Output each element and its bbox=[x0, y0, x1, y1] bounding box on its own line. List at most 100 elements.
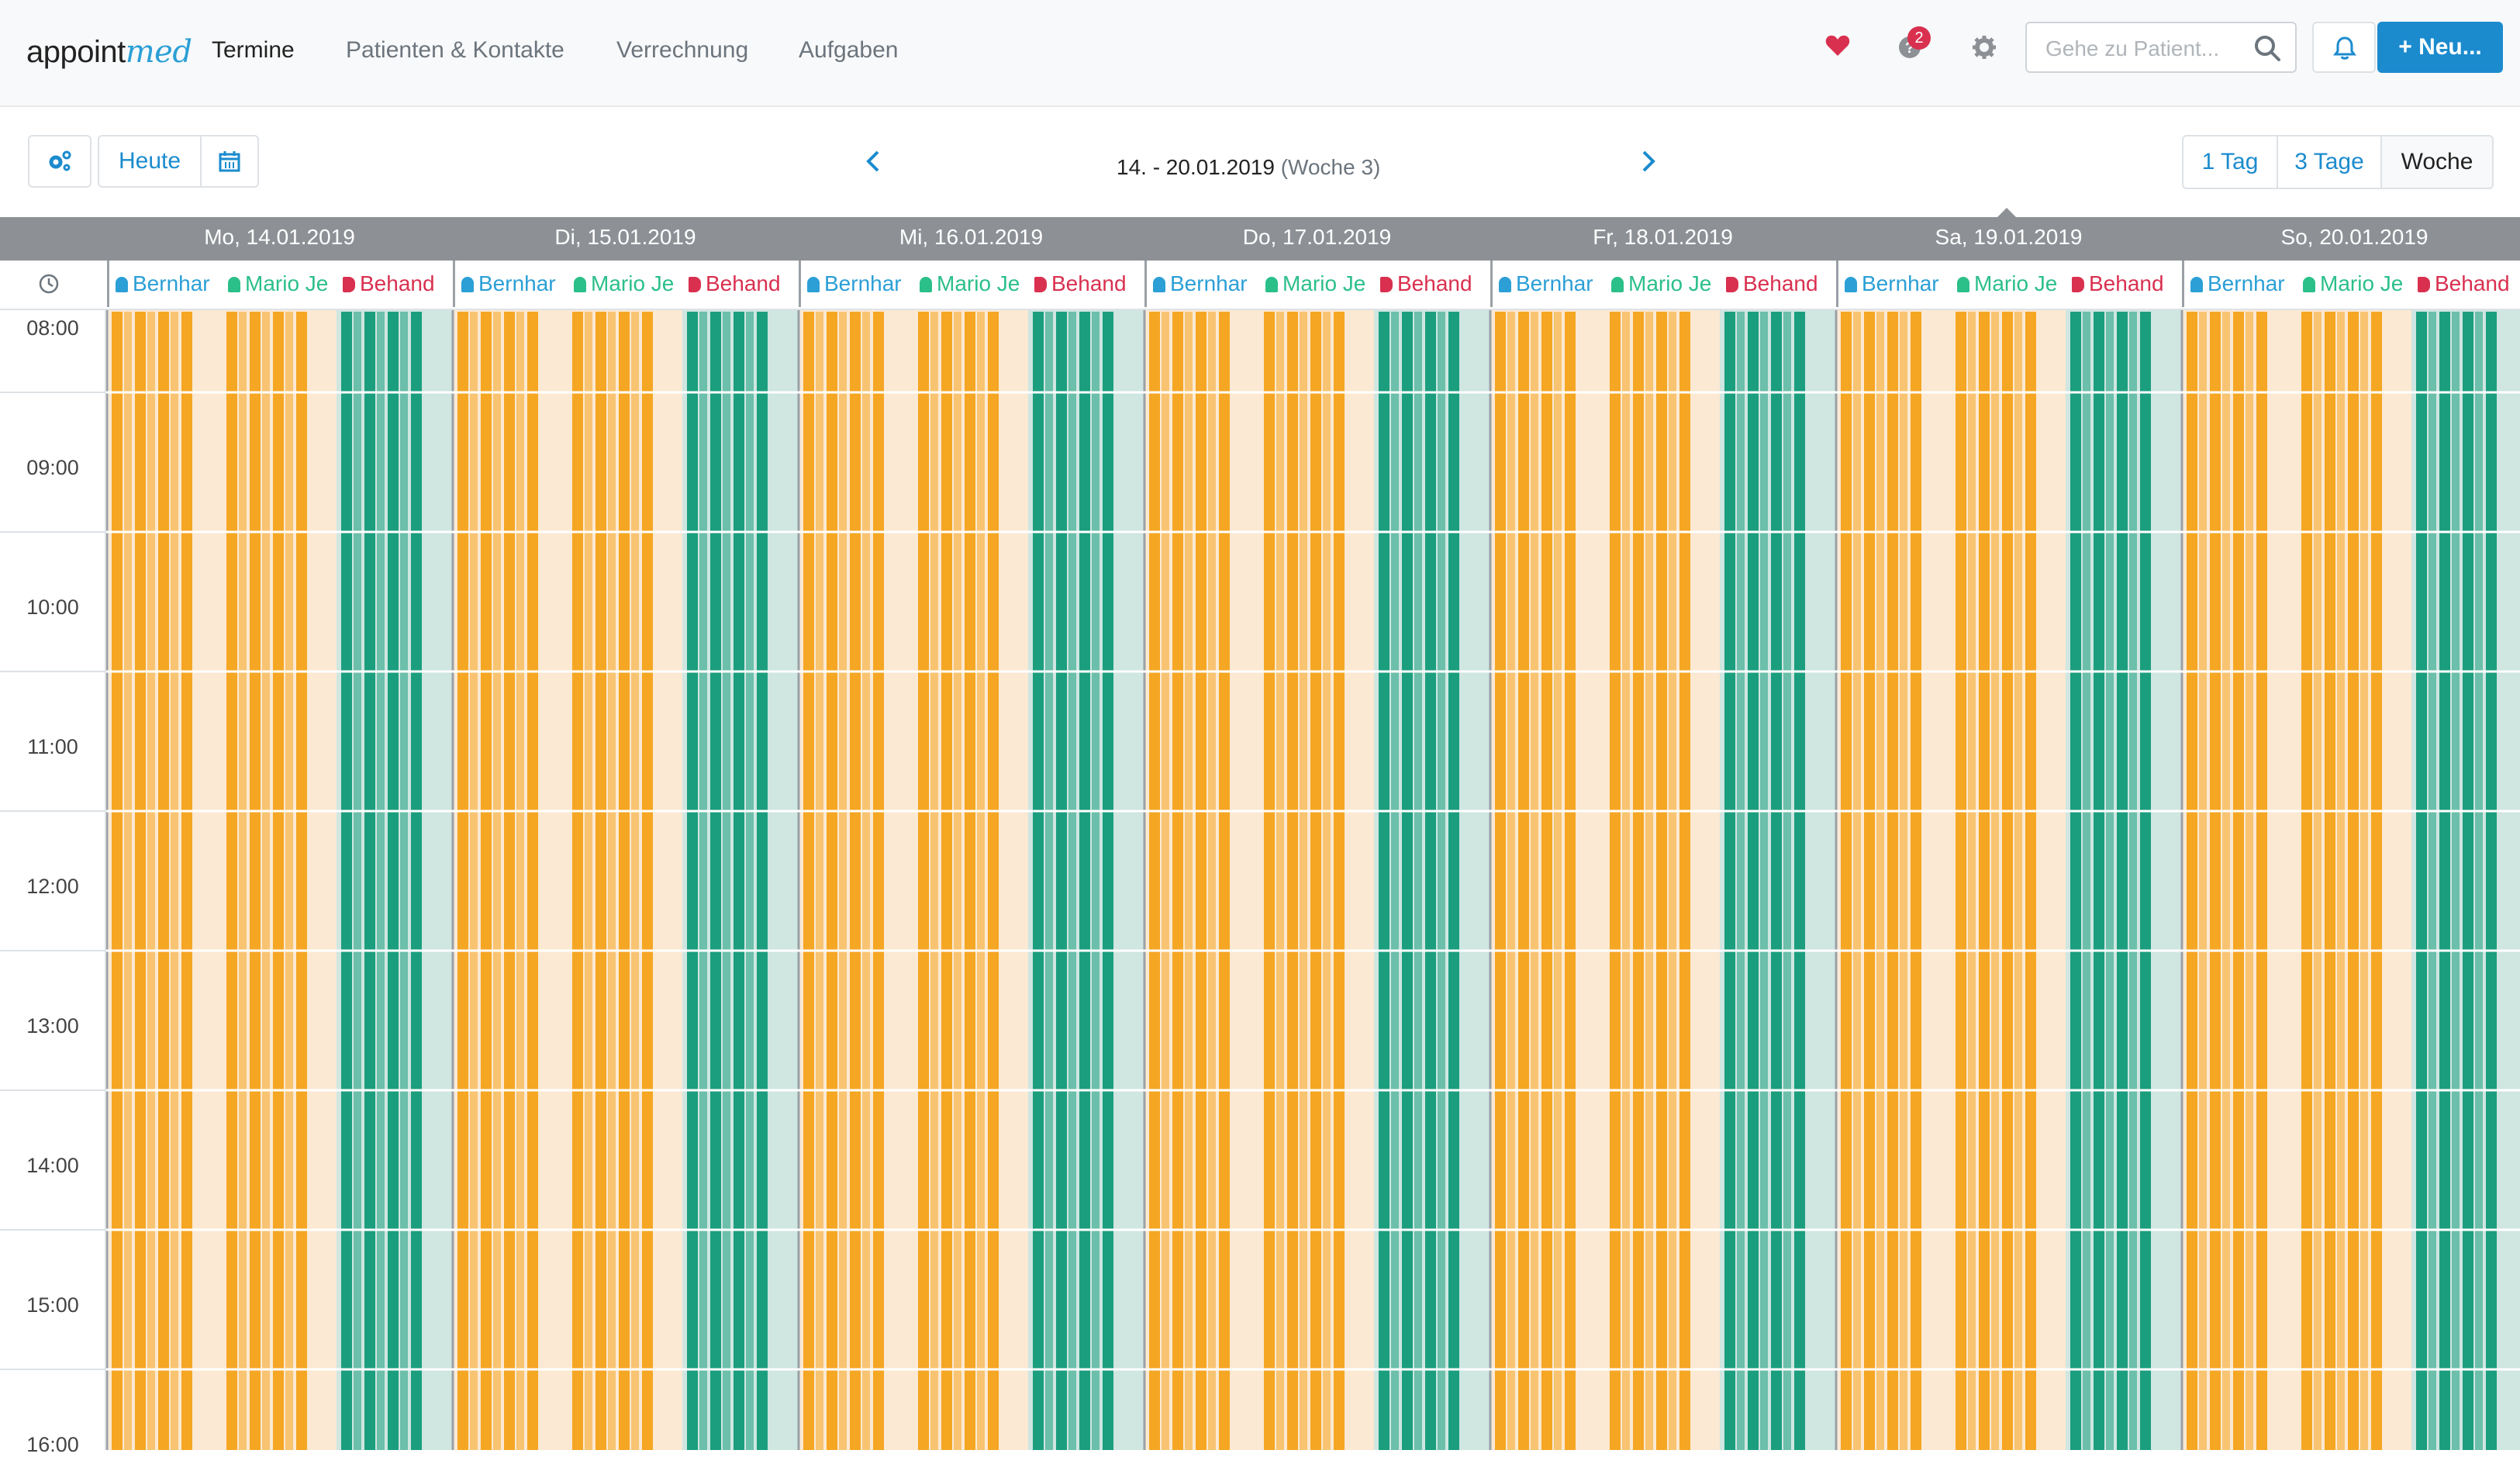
appointment-stripe[interactable] bbox=[918, 312, 929, 1450]
appointment-stripe[interactable] bbox=[239, 312, 247, 1450]
appointment-stripe[interactable] bbox=[1079, 312, 1090, 1450]
appointment-stripe[interactable] bbox=[1287, 312, 1298, 1450]
resource-header-therapist[interactable]: Mario Je bbox=[1259, 261, 1374, 307]
appointment-stripe[interactable] bbox=[954, 312, 961, 1450]
appointment-stripe[interactable] bbox=[1149, 312, 1160, 1450]
appointment-stripe[interactable] bbox=[1737, 312, 1745, 1450]
appointment-stripe[interactable] bbox=[1748, 312, 1759, 1450]
appointment-stripe[interactable] bbox=[1911, 312, 1921, 1450]
nav-aufgaben[interactable]: Aufgaben bbox=[799, 37, 899, 63]
appointment-stripe[interactable] bbox=[803, 312, 814, 1450]
appointment-stripe[interactable] bbox=[2129, 312, 2137, 1450]
view-1-day-button[interactable]: 1 Tag bbox=[2182, 135, 2278, 189]
appointment-stripe[interactable] bbox=[2233, 312, 2244, 1450]
appointment-stripe[interactable] bbox=[2014, 312, 2022, 1450]
day-header-mon[interactable]: Mo, 14.01.2019 bbox=[204, 225, 355, 249]
appointment-stripe[interactable] bbox=[1334, 312, 1345, 1450]
appointment-stripe[interactable] bbox=[862, 312, 870, 1450]
appointment-stripe[interactable] bbox=[1518, 312, 1529, 1450]
appointment-stripe[interactable] bbox=[2486, 312, 2497, 1450]
appointment-stripe[interactable] bbox=[572, 312, 583, 1450]
appointment-stripe[interactable] bbox=[2360, 312, 2368, 1450]
appointment-stripe[interactable] bbox=[1425, 312, 1436, 1450]
appointment-stripe[interactable] bbox=[181, 312, 192, 1450]
appointment-stripe[interactable] bbox=[873, 312, 884, 1450]
appointment-stripe[interactable] bbox=[1991, 312, 1999, 1450]
appointment-stripe[interactable] bbox=[273, 312, 284, 1450]
day-header-wed[interactable]: Mi, 16.01.2019 bbox=[899, 225, 1044, 249]
appointment-stripe[interactable] bbox=[341, 312, 352, 1450]
appointment-stripe[interactable] bbox=[2452, 312, 2460, 1450]
appointment-stripe[interactable] bbox=[1783, 312, 1791, 1450]
appointment-stripe[interactable] bbox=[988, 312, 999, 1450]
appointment-stripe[interactable] bbox=[1876, 312, 1884, 1450]
appointment-stripe[interactable] bbox=[687, 312, 698, 1450]
appointment-stripe[interactable] bbox=[1507, 312, 1515, 1450]
search-icon[interactable] bbox=[2253, 34, 2281, 62]
appointment-stripe[interactable] bbox=[2416, 312, 2427, 1450]
appointment-stripe[interactable] bbox=[2222, 312, 2230, 1450]
appointment-stripe[interactable] bbox=[354, 312, 361, 1450]
appointment-stripe[interactable] bbox=[2117, 312, 2128, 1450]
appointment-stripe[interactable] bbox=[481, 312, 492, 1450]
appointment-stripe[interactable] bbox=[1531, 312, 1538, 1450]
resource-header-therapist[interactable]: Bernhar bbox=[1836, 261, 1951, 307]
appointment-stripe[interactable] bbox=[135, 312, 146, 1450]
appointment-stripe[interactable] bbox=[965, 312, 975, 1450]
resource-header-behandlungsraum[interactable]: Behand bbox=[2411, 261, 2520, 307]
resource-header-therapist[interactable]: Mario Je bbox=[568, 261, 682, 307]
heart-icon[interactable] bbox=[1825, 34, 1850, 57]
appointment-stripe[interactable] bbox=[1760, 312, 1768, 1450]
appointment-stripe[interactable] bbox=[827, 312, 837, 1450]
appointment-stripe[interactable] bbox=[2314, 312, 2322, 1450]
appointment-stripe[interactable] bbox=[2070, 312, 2081, 1450]
appointment-stripe[interactable] bbox=[516, 312, 524, 1450]
appointment-stripe[interactable] bbox=[1610, 312, 1621, 1450]
appointment-stripe[interactable] bbox=[1438, 312, 1445, 1450]
new-button[interactable]: + Neu... bbox=[2377, 22, 2503, 73]
appointment-stripe[interactable] bbox=[850, 312, 861, 1450]
appointment-stripe[interactable] bbox=[1185, 312, 1193, 1450]
appointment-stripe[interactable] bbox=[1162, 312, 1169, 1450]
appointment-stripe[interactable] bbox=[1541, 312, 1552, 1450]
appointment-stripe[interactable] bbox=[1448, 312, 1459, 1450]
resource-header-therapist[interactable]: Mario Je bbox=[222, 261, 337, 307]
resource-header-behandlungsraum[interactable]: Behand bbox=[682, 261, 799, 307]
appointment-stripe[interactable] bbox=[2199, 312, 2207, 1450]
appointment-stripe[interactable] bbox=[470, 312, 478, 1450]
appointment-stripe[interactable] bbox=[1900, 312, 1907, 1450]
resource-header-therapist[interactable]: Mario Je bbox=[2297, 261, 2411, 307]
resource-header-therapist[interactable]: Bernhar bbox=[2182, 261, 2297, 307]
nav-termine[interactable]: Termine bbox=[212, 37, 295, 63]
resource-header-therapist[interactable]: Bernhar bbox=[107, 261, 222, 307]
resource-header-behandlungsraum[interactable]: Behand bbox=[2066, 261, 2182, 307]
appointment-stripe[interactable] bbox=[364, 312, 375, 1450]
resource-header-therapist[interactable]: Mario Je bbox=[913, 261, 1028, 307]
appointment-stripe[interactable] bbox=[1979, 312, 1990, 1450]
appointment-stripe[interactable] bbox=[411, 312, 422, 1450]
appointment-stripe[interactable] bbox=[642, 312, 653, 1450]
appointment-stripe[interactable] bbox=[1956, 312, 1966, 1450]
resource-header-therapist[interactable]: Bernhar bbox=[453, 261, 568, 307]
appointment-stripe[interactable] bbox=[816, 312, 823, 1450]
appointment-stripe[interactable] bbox=[147, 312, 155, 1450]
appointment-stripe[interactable] bbox=[1056, 312, 1067, 1450]
appointment-stripe[interactable] bbox=[2301, 312, 2312, 1450]
appointment-stripe[interactable] bbox=[400, 312, 408, 1450]
appointment-stripe[interactable] bbox=[699, 312, 707, 1450]
appointment-stripe[interactable] bbox=[1679, 312, 1690, 1450]
appointment-stripe[interactable] bbox=[595, 312, 606, 1450]
appointment-stripe[interactable] bbox=[2246, 312, 2253, 1450]
gear-icon[interactable] bbox=[1973, 36, 1996, 59]
appointment-stripe[interactable] bbox=[2371, 312, 2382, 1450]
appointment-stripe[interactable] bbox=[977, 312, 985, 1450]
appointment-stripe[interactable] bbox=[2025, 312, 2036, 1450]
appointment-stripe[interactable] bbox=[112, 312, 123, 1450]
appointment-stripe[interactable] bbox=[1264, 312, 1275, 1450]
appointment-stripe[interactable] bbox=[1656, 312, 1667, 1450]
appointment-stripe[interactable] bbox=[1669, 312, 1676, 1450]
appointment-stripe[interactable] bbox=[1092, 312, 1099, 1450]
appointment-stripe[interactable] bbox=[1196, 312, 1206, 1450]
appointment-stripe[interactable] bbox=[1033, 312, 1044, 1450]
appointment-stripe[interactable] bbox=[2348, 312, 2359, 1450]
